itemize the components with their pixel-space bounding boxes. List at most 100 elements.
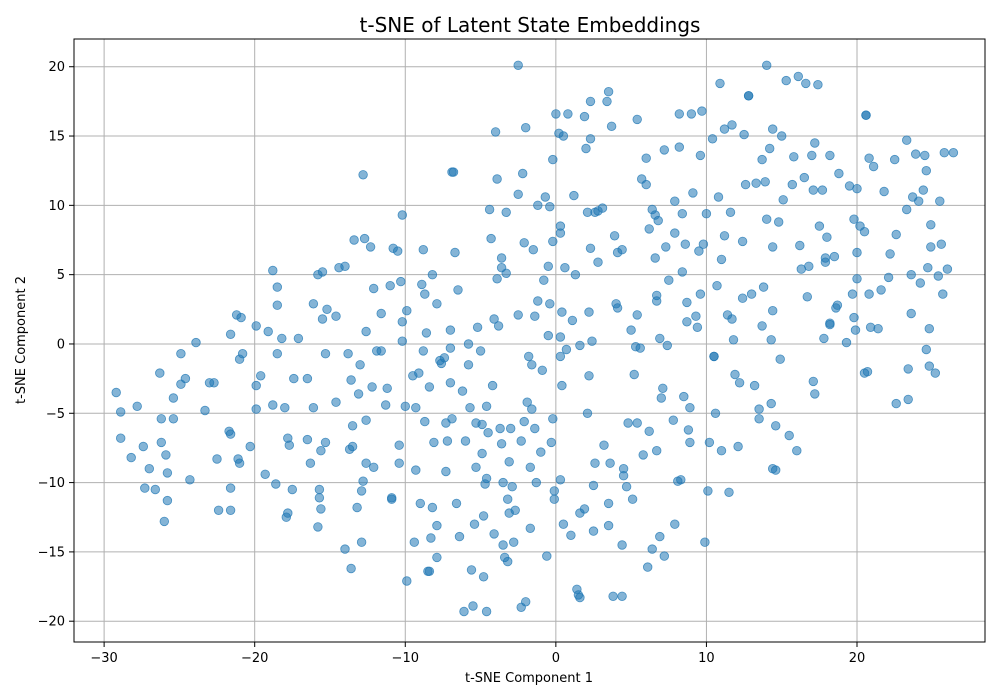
scatter-point xyxy=(317,314,328,324)
scatter-point xyxy=(778,195,788,205)
scatter-point xyxy=(409,537,420,547)
scatter-point xyxy=(599,440,609,450)
x-tick-label: 20 xyxy=(849,651,866,666)
scatter-point xyxy=(498,477,508,488)
scatter-point xyxy=(316,504,326,514)
x-axis-ticks: −30 −20 −10 0 10 20 xyxy=(90,642,865,666)
scatter-point xyxy=(703,486,713,496)
scatter-point xyxy=(802,292,813,302)
scatter-point xyxy=(365,242,376,252)
scatter-point xyxy=(787,179,798,190)
scatter-point xyxy=(641,153,651,163)
scatter-point xyxy=(492,274,502,284)
scatter-point xyxy=(498,540,508,550)
scatter-point xyxy=(268,265,278,276)
scatter-point xyxy=(676,475,686,485)
scatter-point xyxy=(575,592,585,603)
scatter-point xyxy=(629,369,639,380)
scatter-point xyxy=(531,477,542,488)
scatter-point xyxy=(679,391,689,402)
x-tick-label: −20 xyxy=(241,651,268,666)
scatter-point xyxy=(593,257,603,267)
scatter-point xyxy=(549,486,560,496)
scatter-point xyxy=(701,208,712,219)
scatter-point xyxy=(376,346,386,356)
scatter-point xyxy=(420,289,430,299)
scatter-point xyxy=(527,404,537,414)
scatter-point xyxy=(825,150,835,161)
scatter-point xyxy=(361,415,371,425)
scatter-point xyxy=(852,274,862,284)
scatter-point xyxy=(683,425,694,435)
scatter-point xyxy=(305,458,316,468)
scatter-point xyxy=(513,60,523,71)
scatter-point xyxy=(352,502,362,513)
y-tick-label: 0 xyxy=(57,337,65,352)
scatter-point xyxy=(489,529,499,539)
scatter-point xyxy=(674,142,685,152)
scatter-point xyxy=(213,505,224,516)
scatter-point xyxy=(632,310,642,320)
scatter-point xyxy=(543,330,554,341)
scatter-point xyxy=(864,153,874,163)
scatter-point xyxy=(832,300,843,310)
scatter-point xyxy=(475,346,486,356)
scatter-point xyxy=(691,311,701,321)
y-tick-label: 5 xyxy=(57,268,65,283)
scatter-point xyxy=(415,498,426,509)
scatter-point xyxy=(664,275,674,285)
scatter-point xyxy=(923,263,933,273)
scatter-point xyxy=(799,172,810,183)
scatter-point xyxy=(915,278,926,288)
scatter-point xyxy=(540,192,551,202)
scatter-point xyxy=(361,326,371,337)
scatter-point xyxy=(356,537,367,547)
scatter-point xyxy=(528,244,539,255)
scatter-point xyxy=(942,264,953,274)
scatter-point xyxy=(469,519,480,529)
scatter-point xyxy=(754,404,764,414)
scatter-point xyxy=(618,464,629,474)
scatter-point xyxy=(757,154,767,165)
scatter-point xyxy=(302,373,313,384)
scatter-point xyxy=(272,282,283,292)
scatter-point xyxy=(525,462,536,473)
scatter-point xyxy=(834,168,844,179)
scatter-point xyxy=(487,380,498,391)
scatter-point xyxy=(575,340,585,351)
scatter-point xyxy=(477,448,487,459)
y-tick-label: −10 xyxy=(38,476,65,491)
scatter-point xyxy=(551,109,561,119)
scatter-point xyxy=(493,321,504,331)
scatter-point xyxy=(688,188,698,198)
scatter-point xyxy=(162,495,173,506)
scatter-point xyxy=(156,437,167,448)
scatter-point xyxy=(180,373,191,384)
scatter-point xyxy=(358,476,368,486)
scatter-point xyxy=(320,437,331,448)
scatter-point xyxy=(566,530,576,541)
scatter-point xyxy=(314,493,325,503)
scatter-point xyxy=(418,346,429,356)
scatter-point xyxy=(382,383,392,394)
scatter-point xyxy=(483,428,493,438)
scatter-point xyxy=(712,281,722,291)
scatter-point xyxy=(700,537,710,547)
scatter-point xyxy=(670,519,680,529)
scatter-point xyxy=(263,326,273,337)
scatter-point xyxy=(429,437,439,448)
scatter-point xyxy=(510,505,520,516)
scatter-point xyxy=(733,441,743,452)
scatter-point xyxy=(484,204,495,215)
scatter-point xyxy=(369,462,379,473)
scatter-point xyxy=(525,523,536,534)
scatter-point xyxy=(159,516,170,527)
scatter-point xyxy=(359,233,370,244)
y-tick-label: −5 xyxy=(46,407,65,422)
scatter-point xyxy=(813,79,823,90)
scatter-point xyxy=(236,312,246,323)
scatter-point xyxy=(865,322,876,333)
scatter-point xyxy=(662,340,673,351)
scatter-point xyxy=(313,522,323,532)
scatter-point xyxy=(420,416,430,427)
